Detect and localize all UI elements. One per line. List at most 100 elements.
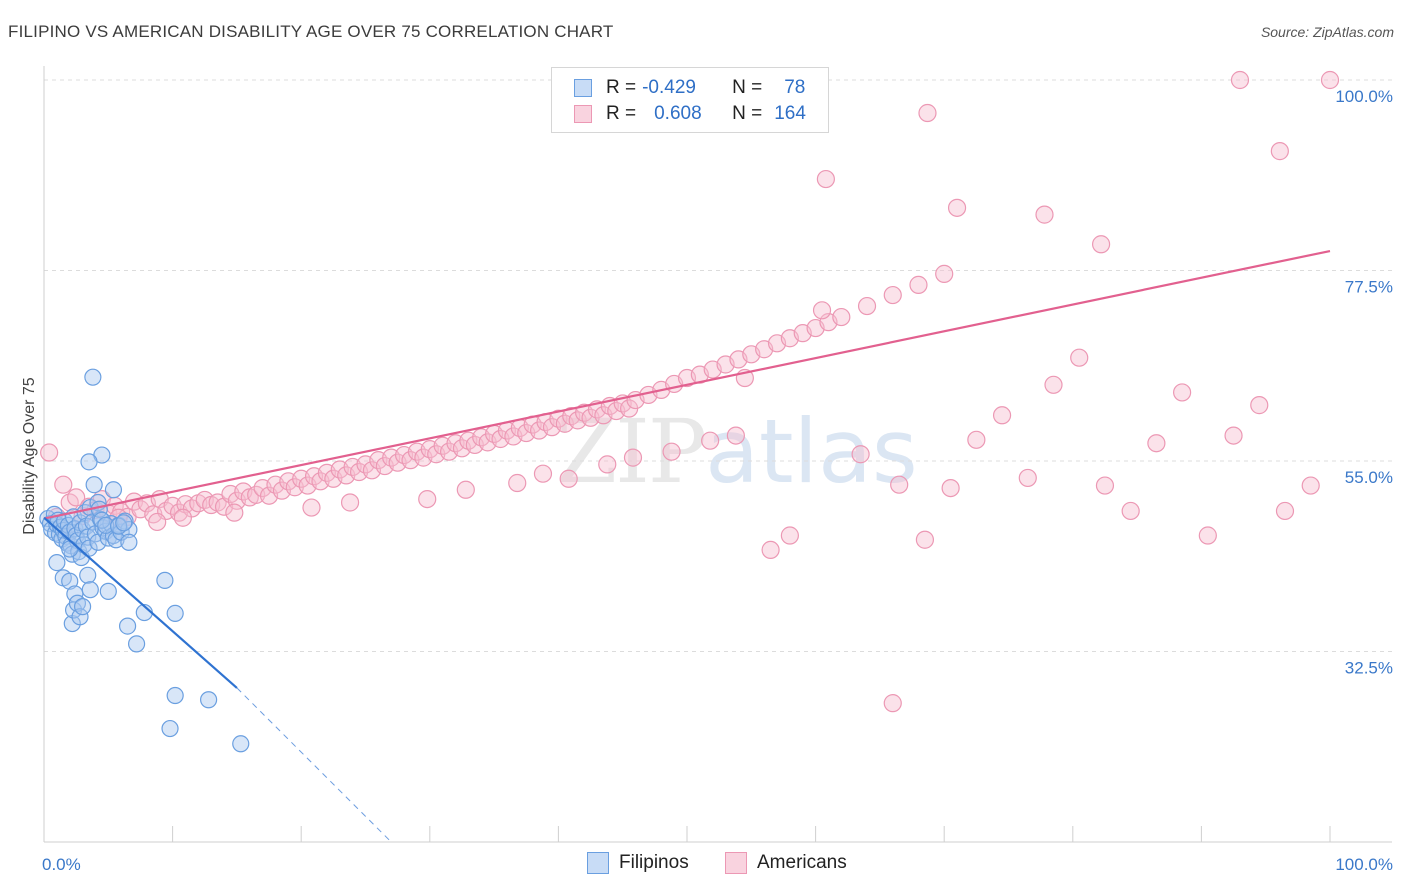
americans-legend-swatch xyxy=(725,852,747,874)
legend-row-filipinos: R = -0.429 N = 78 xyxy=(574,76,805,100)
americans-r-value: 0.608 xyxy=(654,103,702,124)
filipinos-point xyxy=(99,582,117,600)
chart-title: FILIPINO VS AMERICAN DISABILITY AGE OVER… xyxy=(8,22,614,41)
watermark-atlas: atlas xyxy=(705,400,918,503)
tick-labels: 32.5% 55.0% 77.5% 100.0% 0.0% 100.0% xyxy=(42,87,1393,874)
americans-point xyxy=(883,285,902,305)
correlation-legend: R = -0.429 N = 78 R = 0.608 N = 164 xyxy=(551,67,829,133)
axes xyxy=(43,66,1392,843)
americans-points xyxy=(40,70,1340,713)
filipinos-point xyxy=(73,598,92,616)
americans-point xyxy=(1224,426,1243,445)
filipinos-point xyxy=(156,571,174,589)
americans-point xyxy=(1018,468,1037,488)
americans-point xyxy=(302,498,321,517)
americans-legend-label: Americans xyxy=(757,852,847,873)
americans-r-label: R = xyxy=(606,103,637,124)
filipinos-swatch xyxy=(574,79,592,97)
filipinos-point xyxy=(161,719,179,738)
filipinos-point xyxy=(48,553,66,572)
filipinos-point xyxy=(80,453,98,471)
americans-point xyxy=(662,442,681,461)
americans-point xyxy=(1173,383,1192,402)
americans-point xyxy=(935,264,954,283)
filipinos-point xyxy=(127,635,146,653)
americans-point xyxy=(1275,501,1295,521)
filipinos-point xyxy=(120,533,138,551)
americans-point xyxy=(832,307,851,327)
americans-point xyxy=(761,540,780,560)
y-tick-label: 100.0% xyxy=(1335,87,1393,106)
americans-point xyxy=(992,406,1012,425)
filipinos-point xyxy=(85,476,103,494)
americans-point xyxy=(456,480,475,499)
filipinos-point xyxy=(166,604,184,623)
filipinos-point xyxy=(84,368,102,386)
filipinos-legend-label: Filipinos xyxy=(619,852,689,873)
filipinos-point xyxy=(104,481,123,499)
filipinos-point xyxy=(79,566,97,584)
filipinos-points xyxy=(39,368,250,753)
americans-point xyxy=(533,464,553,483)
filipinos-point xyxy=(200,691,218,709)
filipinos-trend-extension xyxy=(236,687,392,843)
series-legend: Filipinos Americans xyxy=(0,852,1406,878)
filipinos-point xyxy=(81,581,99,599)
americans-point xyxy=(1095,476,1115,495)
y-tick-label: 77.5% xyxy=(1345,278,1393,297)
filipinos-point xyxy=(71,608,89,626)
y-tick-label: 32.5% xyxy=(1345,659,1393,678)
americans-point xyxy=(812,301,832,320)
americans-point xyxy=(598,455,617,474)
americans-point xyxy=(559,469,578,488)
americans-point xyxy=(1035,205,1054,224)
americans-point xyxy=(40,443,59,462)
americans-point xyxy=(890,475,909,494)
americans-point xyxy=(1044,375,1063,394)
americans-point xyxy=(173,508,192,527)
americans-point xyxy=(1070,348,1089,367)
americans-point xyxy=(1198,526,1217,545)
americans-n-label: N = xyxy=(732,103,763,124)
americans-point xyxy=(1121,501,1140,521)
americans-point xyxy=(947,198,967,217)
americans-point xyxy=(857,296,877,316)
filipinos-point xyxy=(232,735,250,753)
filipinos-trend-line xyxy=(43,516,238,689)
americans-point xyxy=(418,490,437,509)
filipinos-n-value: 78 xyxy=(784,77,806,98)
filipinos-point xyxy=(61,540,79,558)
americans-point xyxy=(247,485,266,504)
legend-row-americans: R = 0.608 N = 164 xyxy=(574,102,806,126)
americans-point xyxy=(915,530,935,549)
americans-point xyxy=(851,445,870,464)
americans-swatch xyxy=(574,105,592,123)
americans-trend-line xyxy=(43,249,1331,520)
americans-point xyxy=(909,275,928,294)
americans-point xyxy=(1230,70,1250,90)
americans-point xyxy=(941,478,960,498)
filipinos-n-label: N = xyxy=(732,77,763,98)
americans-point xyxy=(1270,142,1289,161)
americans-point xyxy=(54,475,73,494)
legend-item-americans[interactable]: Americans xyxy=(725,852,847,874)
filipinos-point xyxy=(61,572,79,590)
filipinos-legend-swatch xyxy=(587,852,609,874)
filipinos-point xyxy=(97,516,115,534)
y-tick-label: 55.0% xyxy=(1345,468,1393,487)
americans-point xyxy=(918,103,937,123)
americans-point xyxy=(883,694,902,713)
americans-point xyxy=(1320,70,1340,90)
legend-item-filipinos[interactable]: Filipinos xyxy=(587,852,689,874)
filipinos-point xyxy=(115,514,133,532)
filipinos-point xyxy=(118,617,137,635)
americans-point xyxy=(508,473,527,493)
filipinos-point xyxy=(166,686,184,705)
filipinos-r-label: R = xyxy=(606,77,637,98)
americans-point xyxy=(623,448,643,467)
filipinos-r-value: -0.429 xyxy=(642,77,696,98)
americans-point xyxy=(1147,434,1166,453)
americans-point xyxy=(340,493,360,512)
americans-point xyxy=(816,169,835,189)
